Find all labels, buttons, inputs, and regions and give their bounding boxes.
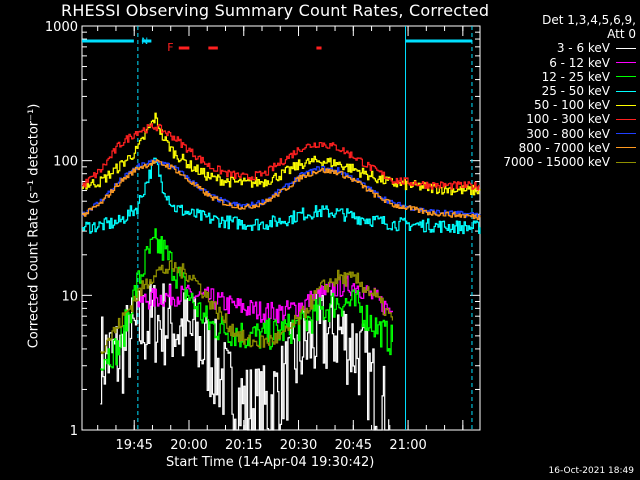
legend-entry: 6 - 12 keV	[484, 56, 636, 70]
legend-entry: 300 - 800 keV	[484, 127, 636, 141]
legend: Det 1,3,4,5,6,9, Att 0 3 - 6 keV 6 - 12 k…	[484, 13, 636, 169]
legend-entry-swatch	[616, 76, 636, 78]
legend-entry-swatch	[616, 62, 636, 64]
legend-entry-swatch	[616, 90, 636, 92]
x-tick-label: 20:00	[170, 438, 207, 453]
x-tick-label: 21:00	[389, 438, 426, 453]
legend-entry-swatch	[616, 104, 636, 106]
series-line-100-300-keV	[82, 123, 480, 191]
series-line-3-6-keV	[100, 281, 390, 431]
night-label: N	[141, 37, 148, 47]
legend-entry-swatch	[616, 48, 636, 49]
legend-entry: 25 - 50 keV	[484, 84, 636, 98]
flare-flag-label: F	[167, 41, 173, 54]
legend-entry-label: 50 - 100 keV	[533, 98, 610, 113]
y-axis-label: Corrected Count Rate (s⁻¹ detector⁻¹)	[26, 103, 42, 349]
legend-entry-label: 800 - 7000 keV	[518, 140, 610, 155]
legend-entry: 800 - 7000 keV	[484, 141, 636, 155]
x-tick-label: 20:15	[225, 438, 262, 453]
legend-entry-swatch	[616, 133, 636, 135]
legend-entry: 3 - 6 keV	[484, 41, 636, 55]
series-line-25-50-keV	[82, 157, 481, 235]
series-line-7000-15000-keV	[100, 260, 393, 355]
legend-entry-label: 3 - 6 keV	[556, 41, 610, 56]
x-tick-label: 20:30	[280, 438, 317, 453]
x-tick-label: 20:45	[335, 438, 372, 453]
legend-entry: 12 - 25 keV	[484, 70, 636, 84]
series-line-6-12-keV	[136, 275, 393, 324]
legend-attenuator-header: Att 0	[607, 27, 636, 42]
legend-detector-header: Det 1,3,4,5,6,9,	[542, 13, 636, 27]
series-line-300-800-keV	[82, 159, 481, 218]
legend-entry-label: 7000 - 15000 keV	[503, 155, 610, 170]
y-tick-label: 1	[70, 424, 78, 439]
legend-entry-label: 300 - 800 keV	[526, 126, 610, 141]
y-tick-label: 100	[53, 155, 78, 170]
legend-entry: 100 - 300 keV	[484, 112, 636, 126]
legend-entry-label: 25 - 50 keV	[541, 84, 610, 99]
y-tick-label: 10	[61, 289, 78, 304]
y-tick-label: 1000	[45, 20, 78, 35]
plot-datestamp: 16-Oct-2021 18:49	[548, 466, 634, 476]
legend-entry-label: 100 - 300 keV	[526, 112, 610, 127]
legend-entry-swatch	[616, 161, 636, 163]
legend-entry-swatch	[616, 147, 636, 149]
legend-entry-label: 12 - 25 keV	[541, 69, 610, 84]
x-axis-label: Start Time (14-Apr-04 19:30:42)	[166, 455, 375, 470]
legend-entry-label: 6 - 12 keV	[549, 55, 610, 70]
series-line-50-100-keV	[82, 112, 481, 196]
legend-entry: 50 - 100 keV	[484, 98, 636, 112]
chart-title: RHESSI Observing Summary Count Rates, Co…	[61, 1, 490, 20]
series-line-800-7000-keV	[82, 159, 481, 220]
legend-entries: 3 - 6 keV 6 - 12 keV 12 - 25 keV 25 - 50 ke…	[484, 41, 636, 169]
x-tick-label: 19:45	[115, 438, 152, 453]
legend-entry: 7000 - 15000 keV	[484, 155, 636, 169]
legend-entry-swatch	[616, 119, 636, 121]
series-line-12-25-keV	[100, 228, 393, 371]
